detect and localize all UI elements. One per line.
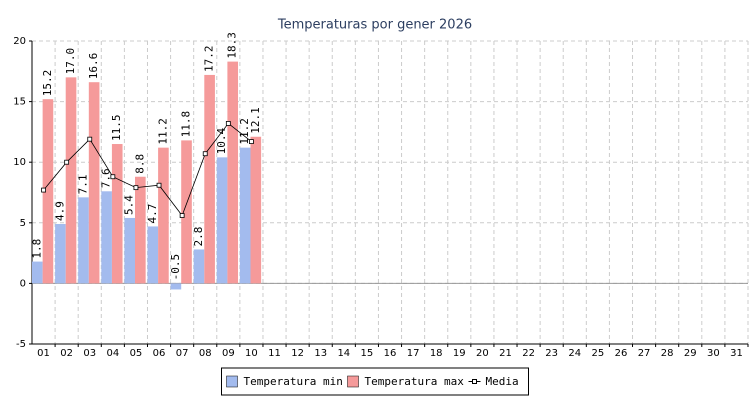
- bar: [78, 197, 89, 284]
- value-label: -0.5: [169, 254, 182, 281]
- bar: [55, 224, 66, 284]
- bar: [227, 61, 239, 284]
- x-tick-label: 18: [430, 348, 443, 359]
- bar: [135, 176, 146, 284]
- bar: [124, 217, 136, 284]
- line-marker: [202, 151, 208, 157]
- value-label: 11.8: [180, 111, 193, 138]
- bar: [250, 136, 262, 284]
- bar: [204, 74, 215, 284]
- value-label: 17.0: [64, 48, 77, 75]
- x-tick-label: 11: [268, 348, 281, 359]
- x-tick-label: 30: [707, 348, 720, 359]
- value-label: 12.1: [249, 107, 262, 134]
- line-marker: [110, 174, 116, 180]
- value-label: 2.8: [192, 227, 205, 247]
- x-tick-label: 14: [337, 348, 350, 359]
- line-marker: [41, 187, 46, 193]
- x-tick-label: 03: [83, 348, 96, 359]
- bar: [88, 82, 100, 284]
- value-label: 10.4: [215, 127, 228, 154]
- line-marker: [133, 185, 139, 191]
- value-label: 11.2: [156, 118, 169, 145]
- x-tick-label: 10: [245, 348, 258, 359]
- x-tick-label: 24: [568, 348, 581, 359]
- x-tick-label: 27: [638, 348, 651, 359]
- bar: [65, 77, 77, 284]
- value-label: 7.6: [100, 168, 113, 188]
- line-marker: [156, 182, 162, 188]
- y-tick-label: 5: [20, 218, 26, 229]
- x-tick-label: 22: [522, 348, 535, 359]
- legend-label: Media: [486, 375, 519, 388]
- line: [43, 122, 252, 217]
- value-label: 8.8: [133, 154, 146, 174]
- x-tick-label: 19: [453, 348, 466, 359]
- x-tick-label: 07: [176, 348, 189, 359]
- value-label: 5.4: [123, 195, 136, 215]
- x-tick-label: 02: [60, 348, 73, 359]
- value-label: 1.8: [30, 239, 43, 259]
- value-label: 17.2: [203, 45, 216, 72]
- value-label: 4.7: [146, 204, 159, 224]
- value-label: 16.6: [87, 53, 100, 80]
- y-tick-label: -5: [16, 339, 26, 350]
- x-tick-label: 08: [199, 348, 212, 359]
- x-tick-label: 23: [545, 348, 558, 359]
- x-tick-label: 04: [106, 348, 119, 359]
- x-tick-label: 09: [222, 348, 235, 359]
- bar: [101, 191, 112, 284]
- x-tick-label: 20: [476, 348, 489, 359]
- y-tick-label: 10: [13, 157, 26, 168]
- y-tick-label: 0: [20, 278, 26, 289]
- x-tick-label: 28: [661, 348, 674, 359]
- x-tick-label: 29: [684, 348, 697, 359]
- x-tick-label: 25: [592, 348, 605, 359]
- bar: [111, 144, 123, 284]
- legend-swatch: [347, 375, 359, 388]
- legend: Temperatura min Temperatura max Media: [221, 367, 529, 396]
- x-tick-label: 12: [291, 348, 304, 359]
- x-tick-label: 17: [407, 348, 420, 359]
- bar: [239, 147, 251, 284]
- value-label: 4.9: [53, 201, 66, 221]
- bar: [42, 99, 54, 284]
- y-tick-label: 15: [13, 97, 26, 108]
- value-label: 15.2: [41, 70, 54, 97]
- y-tick-label: 20: [13, 36, 26, 47]
- bar: [158, 147, 169, 284]
- legend-label: Temperatura min: [244, 375, 343, 388]
- bar: [181, 140, 192, 284]
- value-label: 11.2: [238, 118, 251, 145]
- x-tick-label: 05: [130, 348, 143, 359]
- bar: [216, 157, 228, 284]
- x-tick-label: 26: [615, 348, 628, 359]
- x-tick-label: 01: [37, 348, 50, 359]
- legend-swatch: [226, 375, 238, 388]
- line-marker: [179, 213, 185, 218]
- bar: [32, 261, 43, 284]
- x-tick-label: 31: [730, 348, 743, 359]
- line-marker: [249, 139, 254, 144]
- bar: [193, 249, 205, 284]
- line-marker: [225, 121, 231, 126]
- bar: [147, 226, 159, 284]
- x-tick-label: 16: [384, 348, 397, 359]
- value-label: 18.3: [226, 32, 239, 59]
- line-marker: [64, 159, 70, 165]
- x-tick-label: 15: [361, 348, 374, 359]
- x-tick-label: 06: [153, 348, 166, 359]
- bar: [170, 283, 182, 290]
- x-tick-label: 21: [499, 348, 512, 359]
- value-label: 7.1: [77, 174, 90, 194]
- legend-label: Temperatura max: [365, 375, 465, 388]
- legend-swatch: [472, 379, 477, 384]
- value-label: 11.5: [110, 115, 123, 142]
- x-tick-label: 13: [314, 348, 327, 359]
- line-marker: [87, 136, 93, 142]
- chart-title: Temperaturas por gener 2026: [277, 18, 472, 33]
